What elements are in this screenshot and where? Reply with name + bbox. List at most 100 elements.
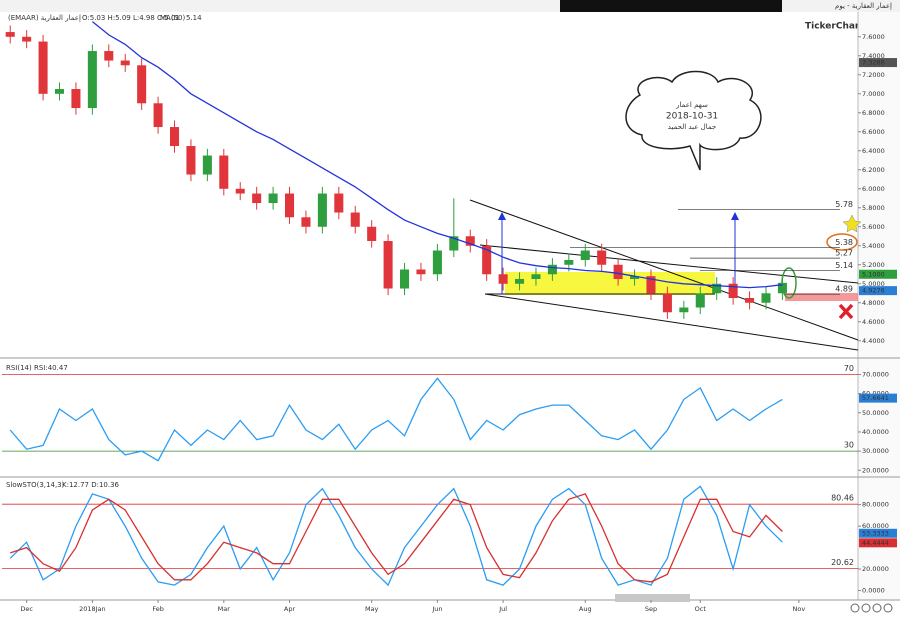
- y-tick-label: 70.0000: [862, 370, 889, 378]
- y-tick-label: 6.0000: [862, 185, 885, 193]
- candle-body: [301, 217, 311, 227]
- price-axis-bg: [858, 12, 900, 600]
- price-tag-label: 53.3333: [862, 529, 889, 537]
- y-tick-label: 40.0000: [862, 428, 889, 436]
- scrollbar[interactable]: [615, 594, 690, 602]
- cross-mark: [838, 303, 854, 320]
- candle-body: [5, 32, 15, 37]
- candle-body: [252, 193, 262, 204]
- x-tick-label: Feb: [152, 605, 164, 613]
- level-label: 5.14: [835, 261, 853, 270]
- level-label: 5.78: [835, 200, 853, 209]
- level-label: 4.89: [835, 285, 853, 294]
- level-label: 30: [844, 441, 854, 450]
- candle-body: [383, 241, 393, 289]
- x-tick-label: Apr: [284, 605, 296, 613]
- candle-body: [498, 274, 508, 284]
- price-panel: سهم اعمار 2018-10-31 جمال عبد الحميد: [469, 70, 862, 351]
- candle-body: [630, 276, 640, 280]
- y-tick-label: 80.0000: [862, 501, 889, 509]
- candle-body: [449, 236, 459, 251]
- candle-body: [777, 282, 787, 294]
- highlight-zone: [505, 272, 715, 295]
- candle-body: [695, 293, 705, 308]
- zoom-controls: [850, 603, 893, 613]
- candle-body: [597, 250, 607, 265]
- candle-body: [679, 307, 689, 313]
- candle-body: [400, 269, 410, 289]
- y-tick-label: 20.0000: [862, 466, 889, 474]
- candle-body: [580, 250, 590, 261]
- y-tick-label: 6.2000: [862, 166, 885, 174]
- y-tick-label: 4.8000: [862, 299, 885, 307]
- trend-line: [484, 293, 859, 351]
- panel-1: 20.000030.000040.000050.000060.000070.00…: [2, 364, 897, 474]
- black-strip: [560, 0, 782, 12]
- candle-body: [367, 226, 377, 242]
- price-tag-label: 57.6641: [862, 394, 889, 402]
- legend-symbol: (EMAAR) إعمار العقارية: [8, 14, 81, 22]
- price-tag: [859, 58, 897, 68]
- arrow-head: [498, 212, 506, 220]
- price-tag: [859, 528, 897, 538]
- y-tick-label: 6.4000: [862, 147, 885, 155]
- candle-body: [120, 60, 130, 66]
- level-label: 5.27: [835, 249, 853, 258]
- x-tick-label: 2018Jan: [79, 605, 106, 613]
- candle-body: [235, 188, 245, 194]
- series-line: [91, 21, 783, 289]
- star: [842, 214, 862, 233]
- note-line: جمال عبد الحميد: [668, 123, 716, 131]
- candle-body: [285, 193, 295, 218]
- series-line: [10, 493, 783, 583]
- price-tag-label: 7.3288: [862, 59, 885, 67]
- y-tick-label: 5.2000: [862, 261, 885, 269]
- x-tick-label: Jul: [498, 605, 507, 613]
- candle-body: [317, 193, 327, 227]
- x-tick-label: May: [365, 605, 379, 613]
- candle-body: [662, 293, 672, 313]
- y-tick-label: 4.6000: [862, 318, 885, 326]
- candle-body: [54, 89, 65, 94]
- candle-body: [712, 283, 722, 294]
- y-tick-label: 50.0000: [862, 409, 889, 417]
- price-tag-label: 5.1000: [862, 270, 885, 278]
- candle-body: [482, 245, 492, 275]
- logo: TickerChart: [805, 22, 864, 32]
- y-tick-label: 4.4000: [862, 337, 885, 345]
- note-line: 2018-10-31: [666, 112, 718, 122]
- panel-legend: RSI:40.47: [34, 364, 68, 372]
- zoom-button[interactable]: [872, 603, 882, 613]
- candle-body: [268, 193, 278, 204]
- trend-line: [469, 199, 859, 341]
- y-tick-label: 6.6000: [862, 128, 885, 136]
- y-tick-label: 20.0000: [862, 565, 889, 573]
- candle-body: [745, 298, 755, 303]
- candle-body: [137, 65, 147, 104]
- zoom-button[interactable]: [883, 603, 893, 613]
- zoom-button[interactable]: [861, 603, 871, 613]
- candle-body: [728, 283, 738, 299]
- panel-legend: K:12.77 D:10.36: [62, 481, 120, 489]
- level-label: 70: [844, 364, 854, 373]
- y-tick-label: 5.0000: [862, 280, 885, 288]
- legend-ma-value: 5.14: [186, 14, 202, 22]
- candle-body: [465, 236, 475, 246]
- candle-body: [416, 269, 426, 275]
- y-tick-label: 7.0000: [862, 90, 885, 98]
- candle-body: [169, 127, 180, 147]
- x-tick-label: Jun: [431, 605, 442, 613]
- candle-body: [87, 51, 97, 109]
- y-tick-label: 5.8000: [862, 204, 885, 212]
- candle-body: [432, 250, 442, 275]
- y-tick-label: 5.4000: [862, 242, 885, 250]
- zoom-button[interactable]: [850, 603, 860, 613]
- price-tag: [859, 286, 897, 296]
- candle-body: [334, 193, 344, 213]
- level-label: 80.46: [831, 494, 854, 503]
- series-line: [9, 377, 783, 462]
- price-tag: [859, 538, 897, 548]
- candle-body: [350, 212, 360, 227]
- candle-body: [515, 279, 525, 284]
